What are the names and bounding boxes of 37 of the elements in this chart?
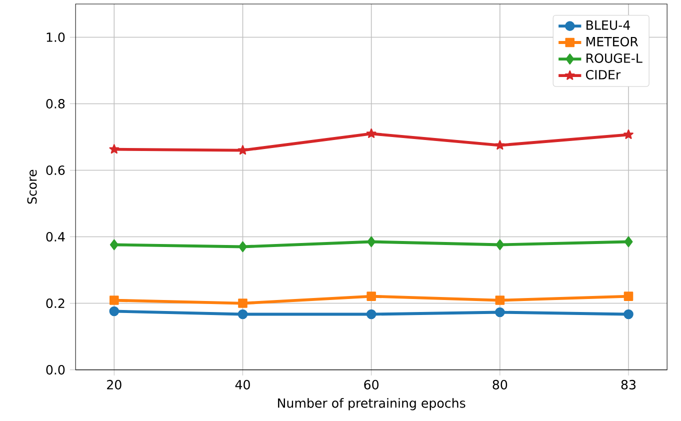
point [110,240,118,250]
point [495,308,505,318]
legend-label: BLEU-4 [586,20,630,30]
point [238,298,248,308]
point [624,310,634,320]
x-axis-title: Number of pretraining epochs [278,398,466,411]
point [495,296,505,306]
point [238,242,247,252]
point [366,292,376,302]
y-tick-label: 1.0 [46,32,65,42]
y-tick-label: 0.8 [46,99,65,109]
x-tick-label: 60 [364,380,379,390]
point [366,310,376,320]
y-tick-label: 0.4 [46,232,65,242]
y-tick-label: 0.6 [46,166,65,176]
legend-label: ROUGE-L [586,54,642,64]
point [109,144,120,154]
x-tick-label: 20 [107,380,122,390]
point [624,292,634,302]
point [624,130,634,140]
point [367,236,376,248]
y-tick-label: 0.0 [46,365,65,375]
legend-label: METEOR [586,37,638,47]
x-tick-label: 80 [492,380,508,390]
point [110,296,119,306]
x-tick-label: 40 [235,380,250,390]
point [494,140,505,150]
y-tick-label: 0.2 [46,298,64,308]
legend-label: CIDEr [586,70,621,80]
point [238,145,248,155]
point [624,236,633,248]
point [366,128,376,138]
point [109,306,120,316]
point [496,240,504,250]
x-tick-label: 83 [621,380,636,390]
point [238,310,248,320]
y-axis-title: Score [27,170,37,204]
